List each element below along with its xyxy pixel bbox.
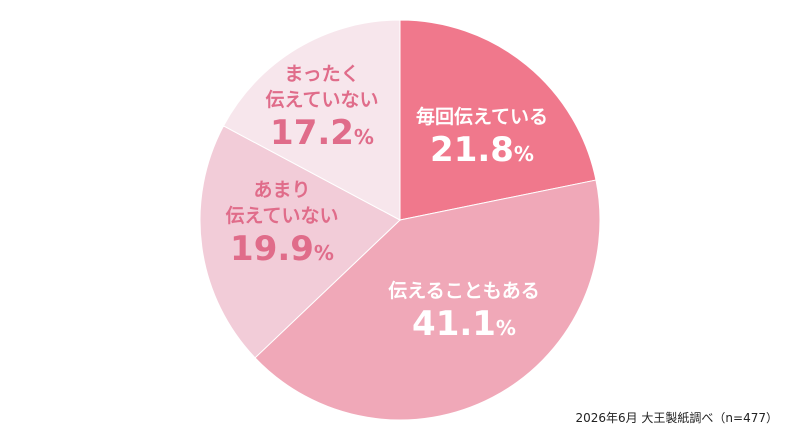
- slice-name-text: 伝えていない: [225, 205, 338, 227]
- pie-slice-1: [399, 19, 597, 221]
- pie-slice-3: [199, 125, 401, 359]
- slice-name-text: 伝えることもある: [388, 280, 539, 302]
- slice-value-text: 41.1%: [412, 304, 516, 344]
- pie-slice-2: [254, 179, 601, 421]
- slice-name-text: 伝えていない: [265, 89, 378, 111]
- slice-name-text: あまり: [253, 179, 310, 201]
- pie-slice-4: [222, 19, 401, 221]
- slice-value-text: 21.8%: [430, 130, 534, 170]
- slice-name-text: 毎回伝えている: [416, 105, 548, 128]
- slice-value-text: 17.2%: [270, 113, 374, 153]
- slice-value-text: 19.9%: [230, 229, 334, 269]
- slice-name-text: まったく: [284, 63, 359, 85]
- source-note: 2026年6月 大王製紙調べ（n=477）: [575, 411, 778, 425]
